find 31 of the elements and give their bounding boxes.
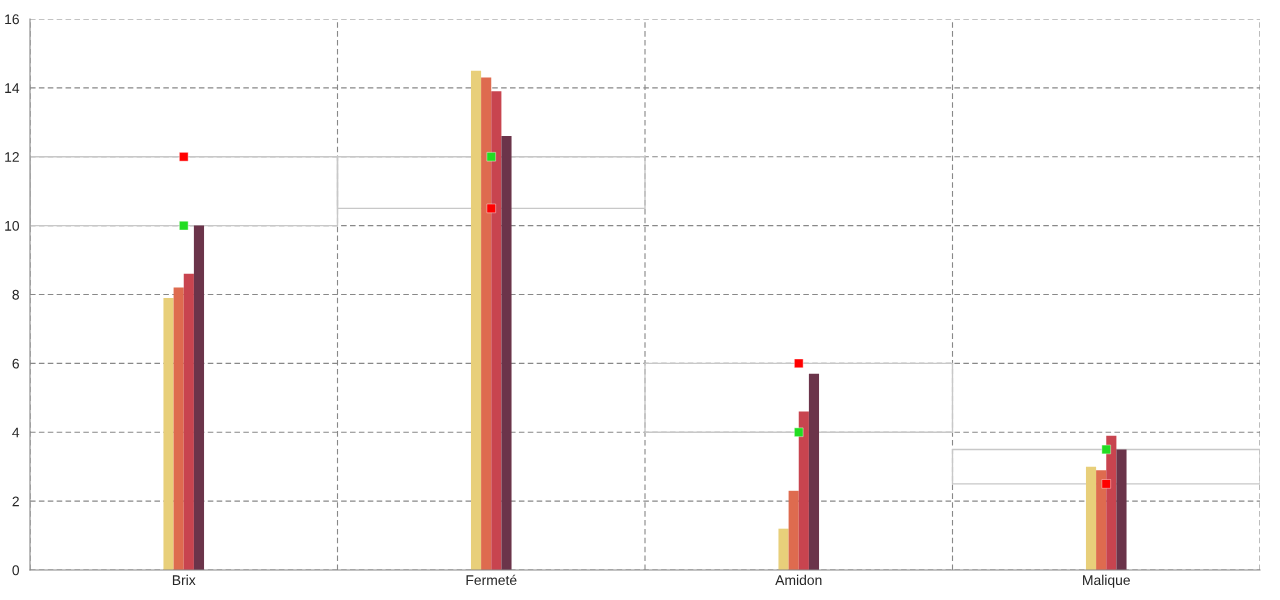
bar — [1116, 449, 1127, 570]
bar — [163, 297, 174, 570]
bar — [644, 362, 954, 433]
bar — [1085, 466, 1097, 570]
x-tick-label: Malique — [1083, 574, 1130, 588]
x-tick-label: Fermeté — [466, 574, 517, 586]
y-tick-label: 14 — [5, 83, 20, 93]
y-tick-label: 6 — [12, 358, 19, 369]
bar — [491, 91, 502, 570]
x-tick-label: Brix — [172, 574, 196, 585]
y-tick-label: 12 — [5, 152, 19, 162]
bar — [501, 136, 512, 570]
y-tick-label: 2 — [12, 496, 19, 507]
point — [486, 203, 496, 214]
x-tick-label: Amidon — [775, 574, 822, 586]
bar — [778, 528, 789, 570]
y-tick-label: 0 — [12, 565, 20, 576]
bar — [183, 273, 194, 570]
bar — [798, 411, 809, 570]
bar — [1096, 470, 1107, 570]
y-tick-label: 10 — [5, 220, 20, 231]
y-tick-label: 16 — [5, 14, 19, 25]
y-tick-label: 8 — [12, 289, 19, 300]
bar — [481, 77, 492, 570]
y-tick-label: 4 — [12, 427, 20, 438]
bar — [173, 287, 184, 570]
bar — [470, 70, 482, 570]
bar — [788, 490, 799, 570]
bar — [808, 373, 820, 570]
bar — [193, 225, 205, 570]
bar — [951, 448, 1260, 485]
